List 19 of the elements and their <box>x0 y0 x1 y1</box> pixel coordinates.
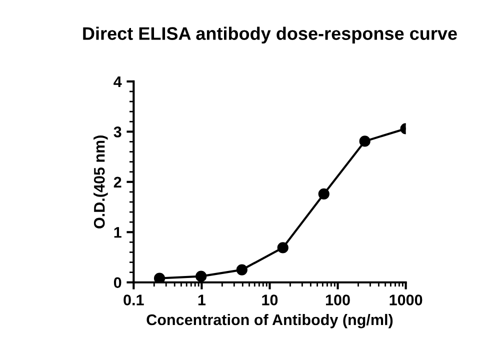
y-tick-label: 3 <box>114 126 122 138</box>
y-tick-label: 2 <box>114 176 122 188</box>
x-tick-label: 1 <box>198 294 206 306</box>
chart-title: Direct ELISA antibody dose-response curve <box>83 26 457 44</box>
point <box>359 136 370 147</box>
point <box>196 270 207 282</box>
x-tick-label: 1000 <box>390 294 422 306</box>
x-tick-label: 10 <box>262 294 278 306</box>
y-tick-label: 1 <box>114 227 122 238</box>
point <box>277 242 288 254</box>
y-axis-title: O.D.(405 nm) <box>94 136 108 228</box>
y-tick-label: 4 <box>114 76 122 87</box>
point <box>318 188 330 200</box>
x-tick-label: 100 <box>326 294 350 306</box>
x-tick-label: 0.1 <box>124 294 144 306</box>
point <box>236 264 248 276</box>
point <box>154 272 166 282</box>
y-tick-label: 0 <box>114 277 122 288</box>
x-axis-title: Concentration of Antibody (ng/ml) <box>146 314 393 328</box>
